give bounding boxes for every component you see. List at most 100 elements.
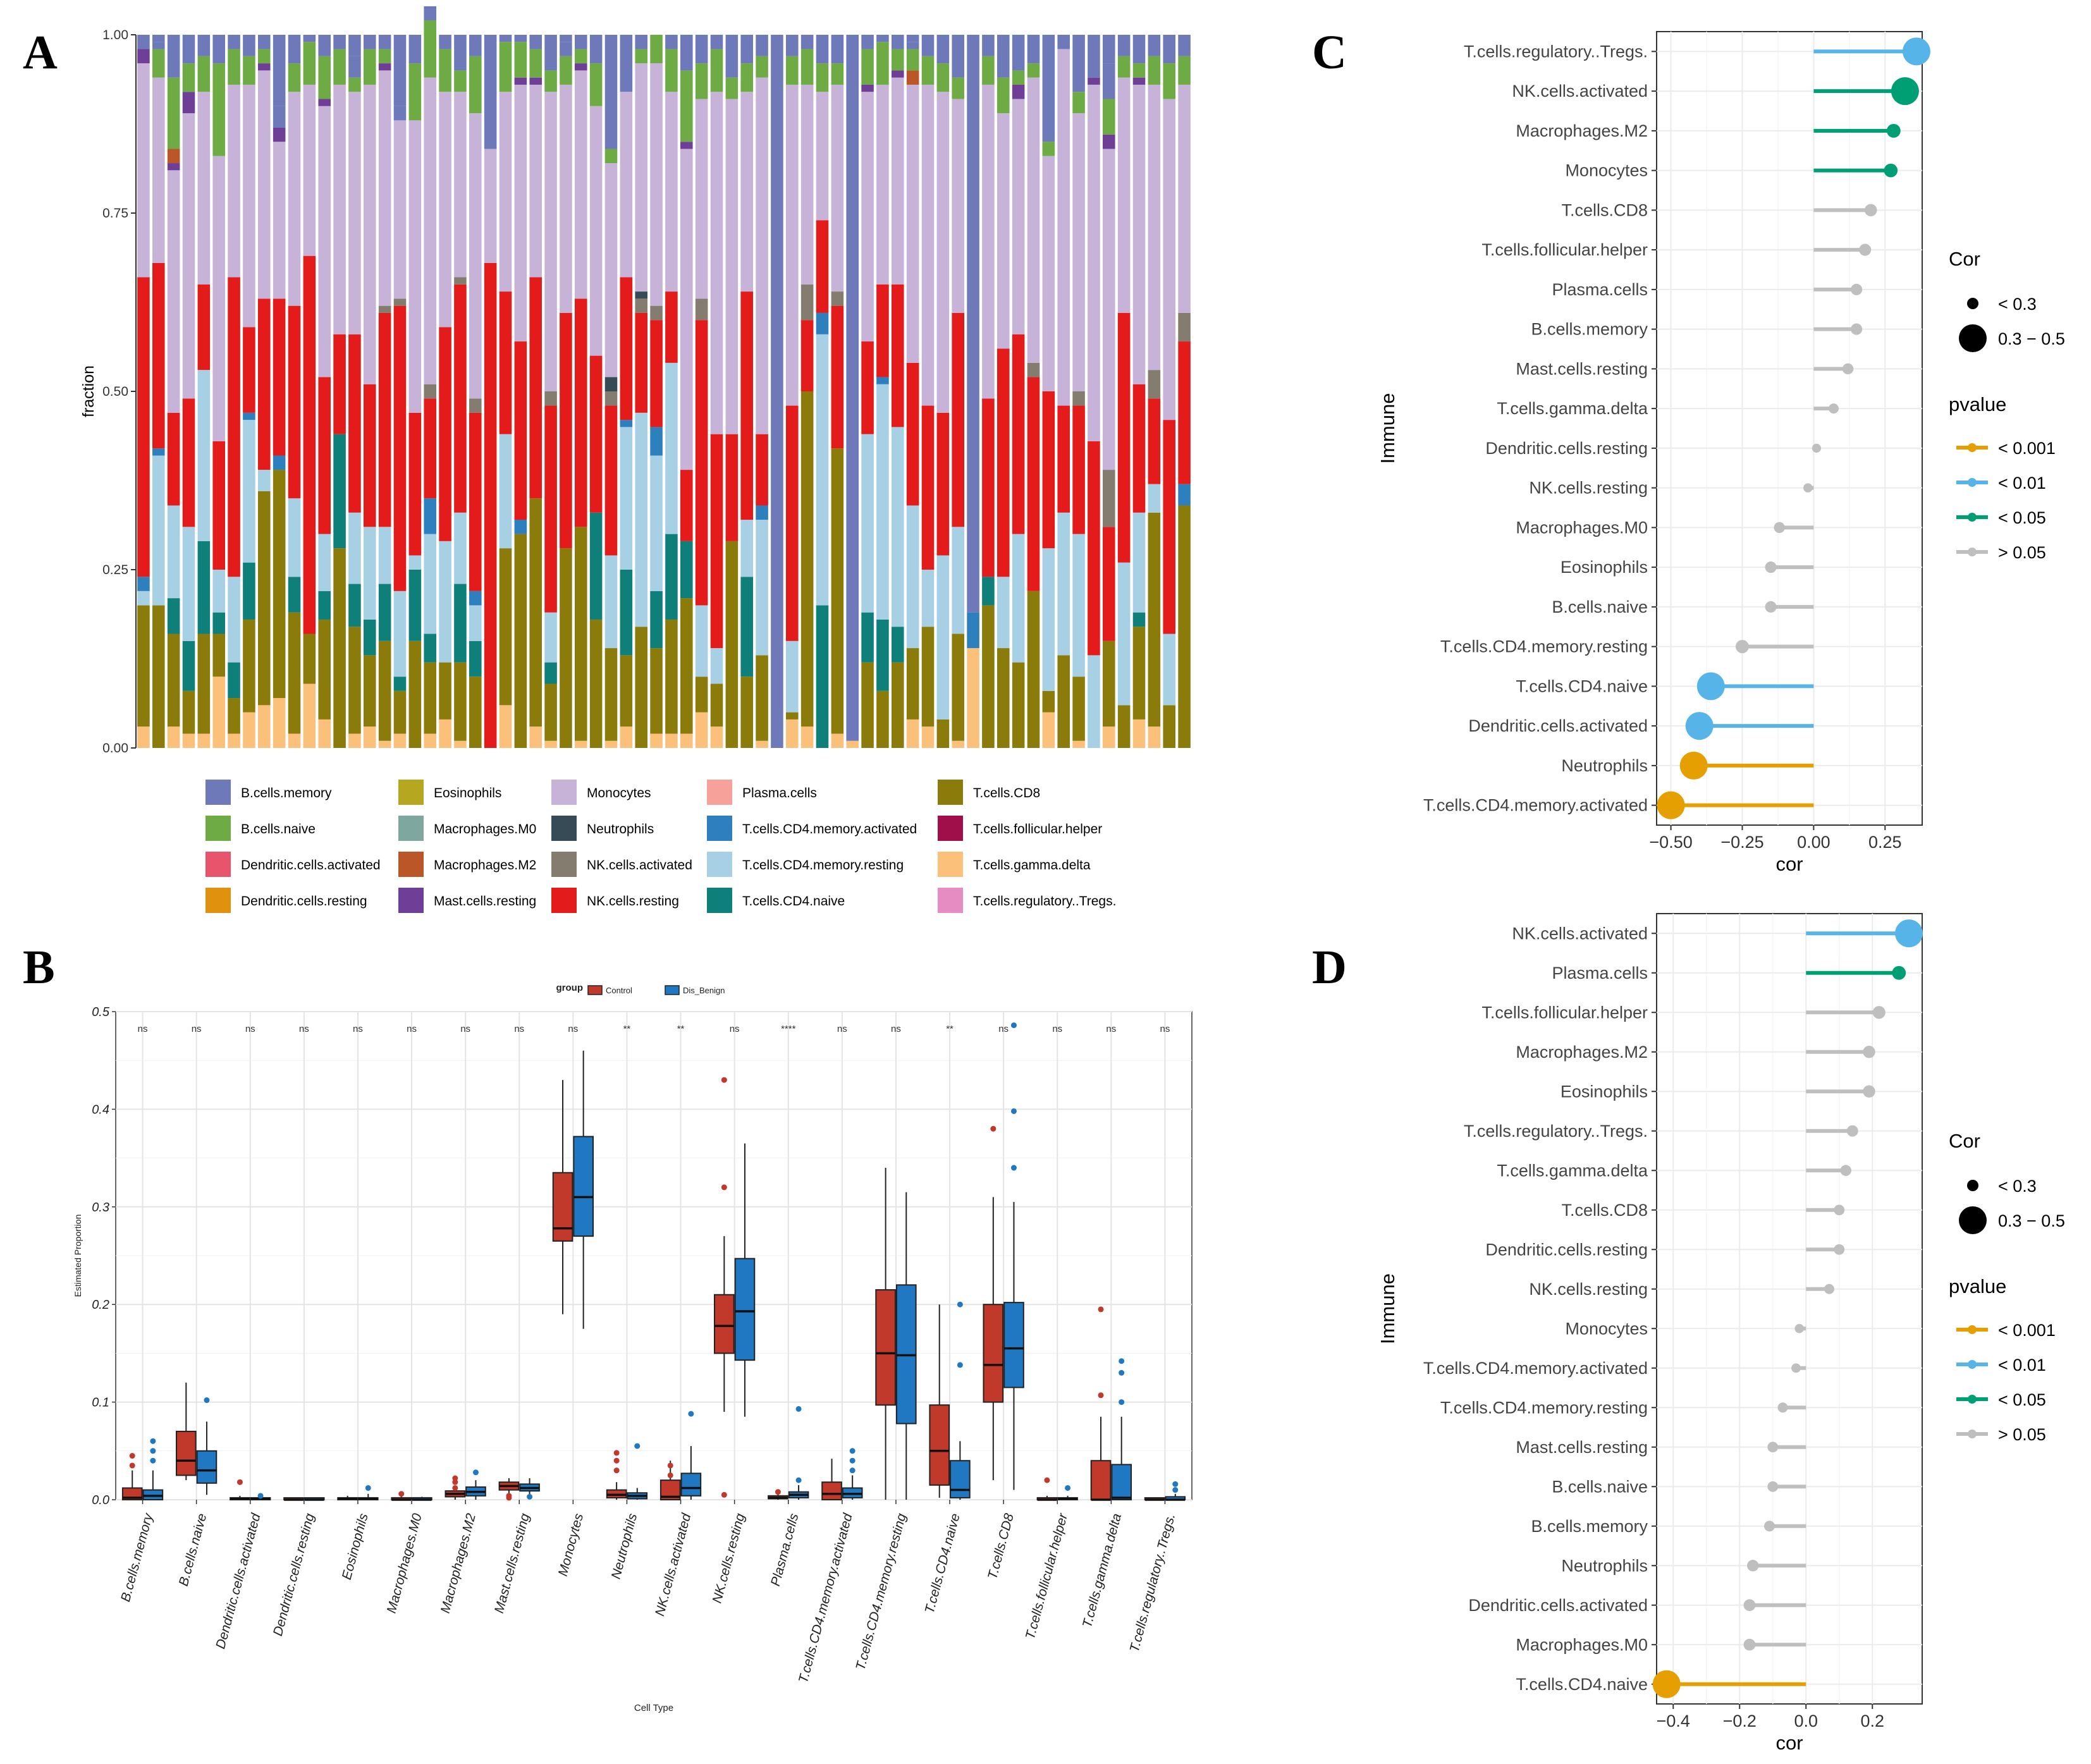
box-control-nk-cells-resting-outlier xyxy=(721,1184,727,1191)
bar-segment-t-cells-gamma-delta xyxy=(800,726,814,748)
bar-segment-monocytes xyxy=(997,113,1010,349)
pvalue-legend-label-pns: > 0.05 xyxy=(1998,1425,2046,1444)
legend-label-macrophages-m2: Macrophages.M2 xyxy=(434,858,536,873)
bar-segment-mast-cells-resting xyxy=(680,142,693,149)
bar-segment-mast-cells-resting xyxy=(167,163,180,171)
legend-label-plasma-cells: Plasma.cells xyxy=(742,786,817,800)
y-axis-title-a: fraction xyxy=(80,365,97,417)
bar-segment-t-cells-cd4-memory-activated xyxy=(137,577,150,591)
y-tick-label-mast-cells-resting: Mast.cells.resting xyxy=(1516,359,1648,378)
bar-segment-monocytes xyxy=(167,170,180,413)
legend-key-plasma-cells xyxy=(707,780,732,805)
bar-segment-nk-cells-activated xyxy=(800,284,814,321)
bar-segment-nk-cells-resting xyxy=(982,398,995,577)
bar-segment-nk-cells-resting xyxy=(876,284,889,377)
bar-segment-t-cells-cd8 xyxy=(876,690,889,748)
bar-segment-t-cells-cd8 xyxy=(288,612,301,734)
lollipop-point-t-cells-gamma-delta xyxy=(1840,1165,1851,1176)
bar-segment-b-cells-naive xyxy=(740,63,753,92)
pvalue-legend-dot-p001 xyxy=(1968,443,1977,452)
bar-segment-monocytes xyxy=(861,92,874,342)
bar-segment-t-cells-cd4-memory-resting xyxy=(243,420,255,563)
box-dis-benign-t-cells-cd8-box xyxy=(1003,1302,1024,1388)
bar-segment-t-cells-cd8 xyxy=(258,491,271,706)
bar-segment-t-cells-cd8 xyxy=(544,683,557,741)
bar-segment-t-cells-gamma-delta xyxy=(212,677,225,748)
bar-segment-t-cells-cd4-memory-resting xyxy=(288,498,301,577)
legend-key-t-cells-cd8 xyxy=(938,780,963,805)
box-control-mast-cells-resting-outlier xyxy=(506,1493,512,1499)
bar-segment-nk-cells-activated xyxy=(635,298,647,313)
bar-segment-monocytes xyxy=(786,84,799,406)
bar-segment-t-cells-cd4-memory-activated xyxy=(876,377,889,384)
lollipop-point-t-cells-cd4-memory-resting xyxy=(1777,1402,1788,1413)
bar-segment-t-cells-cd8 xyxy=(499,548,512,706)
bar-segment-monocytes xyxy=(982,84,995,399)
bar-segment-t-cells-gamma-delta xyxy=(273,698,286,748)
bar-segment-nk-cells-resting xyxy=(936,412,950,556)
bar-segment-b-cells-memory xyxy=(997,35,1010,78)
pvalue-legend-dot-p01 xyxy=(1968,1360,1977,1369)
significance-label: ns xyxy=(730,1024,740,1034)
pvalue-legend-label-p01: < 0.01 xyxy=(1998,1356,2046,1375)
bar-segment-t-cells-cd4-naive xyxy=(620,570,633,656)
bar-segment-monocytes xyxy=(182,113,195,399)
bar-segment-monocytes xyxy=(1132,84,1146,384)
bar-segment-b-cells-naive xyxy=(333,49,346,85)
bar-segment-b-cells-memory xyxy=(1072,35,1085,92)
legend-key-b-cells-memory xyxy=(205,780,231,805)
legend-key-mast-cells-resting xyxy=(398,888,424,913)
bar-segment-monocytes xyxy=(575,70,587,299)
bar-segment-t-cells-cd4-naive xyxy=(740,577,753,677)
bar-segment-t-cells-gamma-delta xyxy=(1042,712,1055,748)
bar-segment-nk-cells-resting xyxy=(514,341,527,520)
legend-key-monocytes xyxy=(551,780,577,805)
bar-segment-b-cells-naive xyxy=(1072,92,1085,114)
bar-segment-monocytes xyxy=(695,99,708,299)
box-dis-benign-t-cells-gamma-delta-outlier xyxy=(1119,1399,1125,1406)
box-dis-benign-nk-cells-activated-outlier xyxy=(688,1411,694,1417)
box-dis-benign-t-cells-gamma-delta-box xyxy=(1111,1464,1132,1500)
lollipop-point-plasma-cells xyxy=(1892,965,1906,980)
bar-segment-t-cells-cd4-memory-resting xyxy=(378,527,391,584)
bar-segment-t-cells-cd4-memory-activated xyxy=(650,427,663,456)
box-dis-benign-t-cells-cd8-outlier xyxy=(1010,1165,1017,1171)
bar-segment-t-cells-cd4-naive xyxy=(197,541,211,634)
bar-segment-nk-cells-resting xyxy=(710,434,723,649)
legend-key-t-cells-cd4-memory-activated xyxy=(707,816,732,841)
bar-segment-nk-cells-resting xyxy=(424,398,436,499)
bar-segment-t-cells-cd4-memory-activated xyxy=(756,505,768,520)
bar-segment-t-cells-gamma-delta xyxy=(967,648,979,748)
bar-segment-nk-cells-activated xyxy=(393,298,407,306)
y-axis-title-panelD: Immune xyxy=(1377,1273,1399,1344)
significance-label: ns xyxy=(407,1024,417,1034)
bar-segment-b-cells-memory xyxy=(1088,35,1100,78)
bar-segment-b-cells-naive xyxy=(936,63,950,92)
bar-segment-monocytes xyxy=(620,92,633,278)
box-control-neutrophils-outlier xyxy=(613,1467,620,1474)
bar-segment-b-cells-naive xyxy=(288,63,301,92)
lollipop-point-monocytes xyxy=(1884,163,1898,178)
bar-segment-t-cells-gamma-delta xyxy=(393,733,407,748)
bar-segment-t-cells-cd8 xyxy=(197,634,211,734)
bar-segment-monocytes xyxy=(1088,84,1100,441)
bar-segment-b-cells-memory xyxy=(318,35,331,56)
bar-segment-t-cells-gamma-delta xyxy=(258,705,271,748)
bar-segment-t-cells-gamma-delta xyxy=(695,712,708,748)
bar-segment-b-cells-naive xyxy=(439,49,451,92)
bar-segment-neutrophils xyxy=(635,291,647,299)
box-control-t-cells-cd4-memory-resting-box xyxy=(875,1289,896,1406)
legend-key-macrophages-m0 xyxy=(398,816,424,841)
bar-segment-t-cells-cd4-naive xyxy=(167,598,180,634)
bar-segment-nk-cells-activated xyxy=(831,291,844,306)
bar-segment-t-cells-cd4-memory-resting xyxy=(997,577,1010,649)
bar-segment-t-cells-cd8 xyxy=(454,662,467,741)
bar-segment-b-cells-naive xyxy=(454,70,467,92)
bar-segment-t-cells-cd8 xyxy=(393,690,407,734)
y-tick-label-dendritic-cells-activated: Dendritic.cells.activated xyxy=(1468,1596,1648,1615)
bar-segment-monocytes xyxy=(333,84,346,334)
bar-segment-b-cells-memory xyxy=(831,35,844,64)
bar-segment-nk-cells-resting xyxy=(725,434,739,541)
bar-segment-nk-cells-resting xyxy=(1163,420,1175,634)
bar-segment-mast-cells-resting xyxy=(1103,134,1115,149)
